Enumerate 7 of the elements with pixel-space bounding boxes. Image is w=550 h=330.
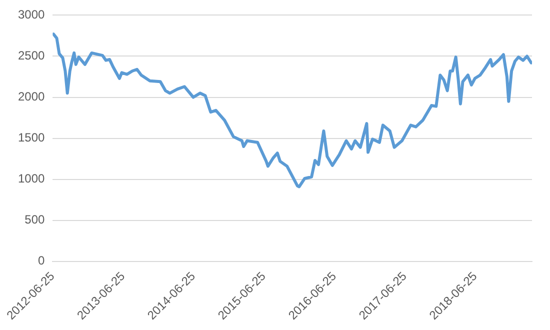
y-tick-label: 500 [24,212,46,227]
y-tick-label: 3000 [18,8,46,22]
y-tick-label: 0 [38,254,46,268]
y-tick-label: 2000 [18,90,46,104]
y-tick-label: 2500 [18,48,46,63]
y-tick-label: 1000 [18,172,46,186]
y-tick-label: 1500 [18,130,46,145]
